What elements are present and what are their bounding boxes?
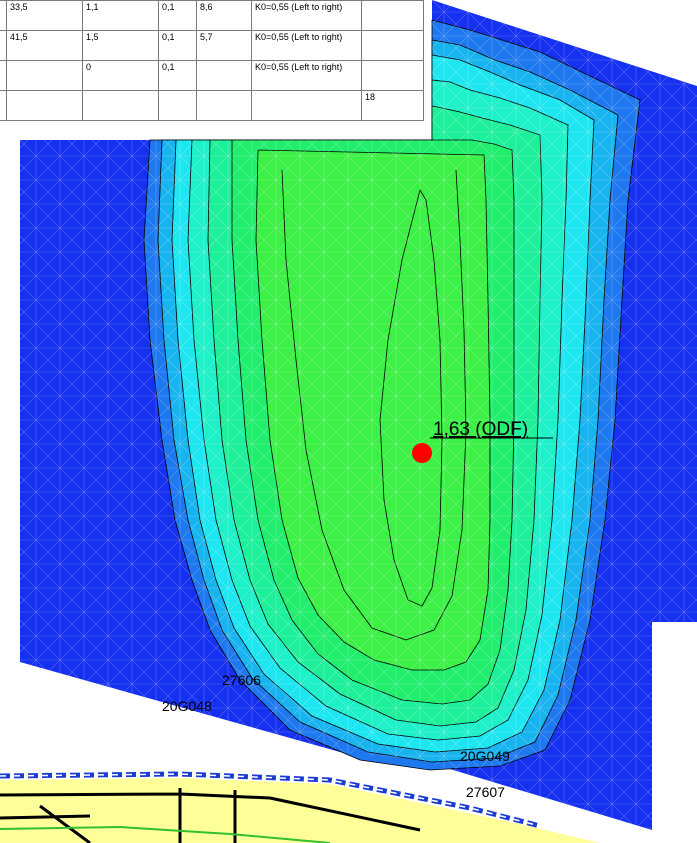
table-cell: K0=0,55 (Left to right) — [251, 30, 362, 61]
node-label-27607: 27607 — [466, 784, 505, 800]
table-cell: 5,7 — [196, 30, 252, 61]
material-properties-table: 33,5 1,1 0,1 8,6 K0=0,55 (Left to right) 41,5… — [0, 0, 424, 121]
table-row: 0 0,1 K0=0,55 (Left to right) — [0, 60, 424, 91]
table-cell — [251, 90, 362, 121]
table-cell: 33,5 — [6, 0, 83, 31]
marker-point — [412, 443, 432, 463]
soil-layer — [0, 778, 600, 843]
node-label-20G048: 20G048 — [162, 698, 212, 714]
marker-label: 1,63 (ODF) — [433, 419, 528, 440]
table-cell — [6, 90, 83, 121]
table-cell — [361, 0, 424, 31]
table-cell: 0,1 — [158, 0, 197, 31]
table-cell: 8,6 — [196, 0, 252, 31]
table-row: 41,5 1,5 0,1 5,7 K0=0,55 (Left to right) — [0, 30, 424, 61]
table-cell: 41,5 — [6, 30, 83, 61]
table-cell — [82, 90, 159, 121]
road-line-green — [0, 825, 331, 843]
table-cell: 18 — [361, 90, 424, 121]
table-cell — [6, 60, 83, 91]
table-cell — [196, 60, 252, 91]
table-cell — [361, 60, 424, 91]
table-cell: K0=0,55 (Left to right) — [251, 0, 362, 31]
table-cell: 0,1 — [158, 30, 197, 61]
road-line-black — [0, 788, 421, 843]
table-cell: 1,1 — [82, 0, 159, 31]
table-cell: 0 — [82, 60, 159, 91]
node-label-20G049: 20G049 — [460, 748, 510, 764]
soil-top-band — [0, 771, 541, 829]
table-cell — [196, 90, 252, 121]
table-cell: K0=0,55 (Left to right) — [251, 60, 362, 91]
table-cell — [158, 90, 197, 121]
node-label-27606: 27606 — [222, 672, 261, 688]
table-cell — [361, 30, 424, 61]
table-cell: 0,1 — [158, 60, 197, 91]
table-row: 33,5 1,1 0,1 8,6 K0=0,55 (Left to right) — [0, 0, 424, 31]
table-row: 18 — [0, 90, 424, 121]
table-cell: 1,5 — [82, 30, 159, 61]
